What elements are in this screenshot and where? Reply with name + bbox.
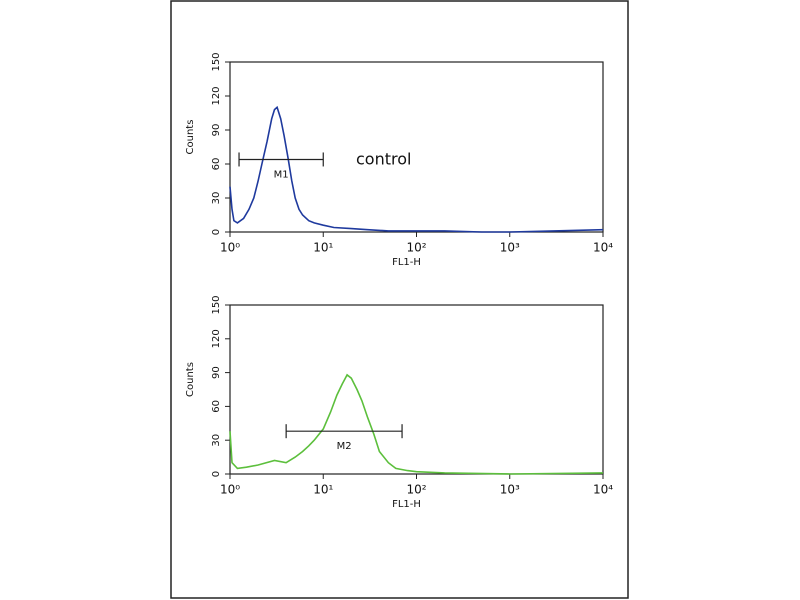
gate-label: M2 [337,441,352,452]
x-tick-label: 10³ [500,241,520,255]
histogram-line [229,373,604,475]
y-tick-label: 60 [211,158,222,171]
frame [170,0,629,599]
y-tick-label: 30 [211,192,222,205]
x-tick-label: 10³ [500,483,520,497]
x-tick-label: 10² [406,483,426,497]
y-tick-label: 0 [211,229,222,235]
x-tick-label: 10¹ [313,241,333,255]
y-tick-label: 150 [211,295,222,314]
y-tick-label: 30 [211,434,222,447]
y-tick-label: 120 [211,86,222,105]
y-axis-label: Counts [185,362,196,397]
x-axis-label: FL1-H [392,257,421,268]
y-axis-label: Counts [185,120,196,155]
y-tick-label: 90 [211,366,222,379]
x-tick-label: 10⁴ [593,483,613,497]
y-tick-label: 120 [211,329,222,348]
gate-label: M1 [274,169,289,180]
x-tick-label: 10⁰ [220,241,240,255]
y-tick-label: 60 [211,400,222,413]
x-tick-label: 10¹ [313,483,333,497]
x-axis-label: FL1-H [392,499,421,510]
y-tick-label: 90 [211,124,222,137]
x-tick-label: 10² [406,241,426,255]
y-tick-label: 0 [211,471,222,477]
x-tick-label: 10⁰ [220,483,240,497]
annotation: control [356,150,411,169]
histogram-line [229,105,604,233]
x-tick-label: 10⁴ [593,241,613,255]
y-tick-label: 150 [211,52,222,71]
